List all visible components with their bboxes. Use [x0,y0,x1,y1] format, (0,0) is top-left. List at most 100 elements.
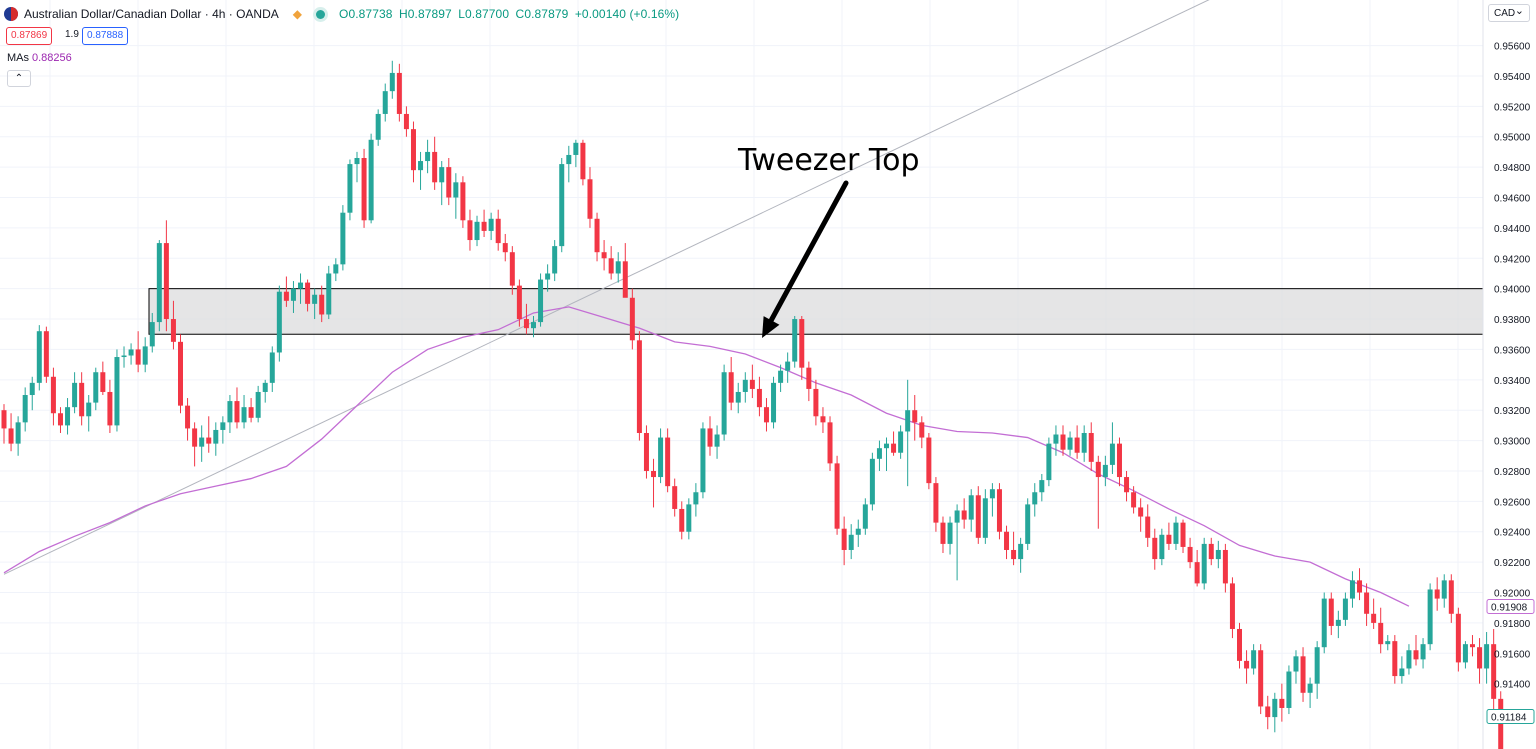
candle-body[interactable] [1434,589,1440,599]
candle-body[interactable] [1448,580,1454,614]
currency-select[interactable]: CAD [1488,2,1530,22]
candle-body[interactable] [1455,613,1461,663]
candle-body[interactable] [192,428,198,447]
candle-body[interactable] [1406,650,1412,669]
candle-body[interactable] [891,443,897,453]
candle-body[interactable] [1088,432,1094,462]
candle-body[interactable] [1109,443,1115,465]
candle-body[interactable] [333,264,339,274]
candle-body[interactable] [516,285,522,320]
candle-body[interactable] [643,432,649,471]
candle-body[interactable] [989,489,995,499]
candle-body[interactable] [396,72,402,114]
candle-body[interactable] [933,483,939,523]
candle-body[interactable] [220,422,226,430]
candle-body[interactable] [1314,647,1320,684]
candle-body[interactable] [855,528,861,535]
candle-body[interactable] [785,361,791,371]
candle-body[interactable] [269,352,275,383]
candle-body[interactable] [8,428,14,444]
candle-body[interactable] [1265,706,1271,718]
candle-body[interactable] [580,142,586,180]
candle-body[interactable] [1194,562,1200,584]
candle-body[interactable] [403,113,409,130]
candle-body[interactable] [1413,650,1419,660]
candle-body[interactable] [827,422,833,464]
candle-body[interactable] [1032,492,1038,505]
candle-body[interactable] [841,528,847,550]
candle-body[interactable] [142,346,148,365]
candle-body[interactable] [820,416,826,423]
candle-body[interactable] [305,282,311,304]
candle-body[interactable] [742,379,748,392]
candle-body[interactable] [1138,507,1144,517]
candle-body[interactable] [1349,580,1355,599]
candle-body[interactable] [523,319,529,329]
candle-body[interactable] [693,492,699,505]
candle-body[interactable] [1187,546,1193,563]
candle-body[interactable] [735,391,741,403]
candle-body[interactable] [1427,589,1433,645]
candle-body[interactable] [1307,683,1313,693]
candle-body[interactable] [1095,461,1101,478]
candle-body[interactable] [884,443,889,449]
annotation-arrow[interactable] [764,180,849,331]
sell-price-button[interactable]: 0.87869 [6,27,53,45]
candle-body[interactable] [714,434,720,447]
candle-body[interactable] [1335,619,1341,626]
candle-body[interactable] [1286,671,1292,708]
candle-body[interactable] [163,243,169,320]
candle-body[interactable] [1342,598,1348,620]
candle-body[interactable] [107,391,113,426]
candle-body[interactable] [1124,477,1130,493]
candle-body[interactable] [354,158,360,165]
candle-body[interactable] [340,212,346,265]
candle-body[interactable] [114,357,120,426]
candle-body[interactable] [806,367,812,389]
candle-body[interactable] [43,331,49,377]
candle-body[interactable] [665,437,671,487]
candle-body[interactable] [36,331,42,383]
candle-body[interactable] [862,504,868,529]
candle-body[interactable] [185,405,191,429]
candle-body[interactable] [460,182,466,221]
candle-body[interactable] [1131,492,1137,508]
candle-body[interactable] [234,401,240,423]
candle-body[interactable] [629,297,635,341]
candle-body[interactable] [1173,522,1179,544]
candle-body[interactable] [1272,698,1278,718]
candle-body[interactable] [756,388,762,408]
candle-body[interactable] [552,246,558,274]
candle-body[interactable] [446,167,452,198]
candle-body[interactable] [1018,543,1024,560]
candle-body[interactable] [531,322,536,329]
candle-body[interactable] [474,221,480,241]
candle-body[interactable] [707,428,713,447]
candle-body[interactable] [905,410,911,432]
candle-body[interactable] [509,252,515,286]
candle-body[interactable] [1166,534,1172,544]
trend-line[interactable] [3,0,1444,575]
candle-body[interactable] [93,372,99,403]
candle-body[interactable] [432,151,438,183]
candle-body[interactable] [996,489,1002,532]
candle-body[interactable] [178,341,183,406]
candle-body[interactable] [262,382,268,392]
candle-body[interactable] [121,355,127,358]
candle-body[interactable] [1,410,7,429]
candle-body[interactable] [1378,622,1384,645]
candle-body[interactable] [1420,644,1426,660]
candle-body[interactable] [1152,537,1158,560]
candle-body[interactable] [86,402,92,417]
candle-body[interactable] [15,422,21,444]
candle-body[interactable] [947,522,953,544]
candle-body[interactable] [199,437,205,447]
candle-body[interactable] [65,407,71,426]
candle-body[interactable] [276,291,282,353]
candle-body[interactable] [622,261,628,298]
candle-body[interactable] [982,498,988,538]
candle-body[interactable] [319,294,325,315]
candle-body[interactable] [1159,534,1165,560]
candle-body[interactable] [502,243,508,253]
candle-body[interactable] [1053,434,1059,444]
